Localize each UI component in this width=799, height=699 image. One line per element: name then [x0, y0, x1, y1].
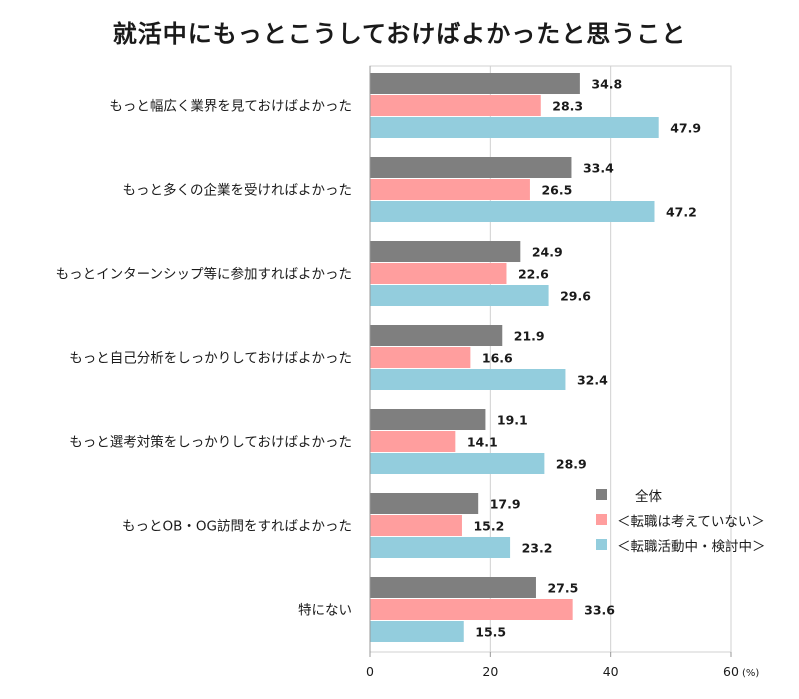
bar	[370, 493, 479, 514]
bar	[370, 157, 572, 178]
bar	[370, 95, 541, 116]
bar	[370, 201, 655, 222]
bar	[370, 241, 521, 262]
bar	[370, 263, 507, 284]
category-label: もっとインターンシップ等に参加すればよかった	[56, 266, 352, 283]
data-label: 28.9	[556, 457, 587, 472]
data-label: 33.6	[584, 603, 615, 618]
category-label: もっと多くの企業を受ければよかった	[123, 182, 353, 199]
legend-label: 全体	[635, 488, 662, 505]
labels-layer: 0 20 40 60 (%) もっと幅広く業界を見ておけばよかった 34.8 28.3 47.9…	[56, 77, 760, 680]
category-label: 特にない	[298, 603, 352, 619]
legend-label: ＜転職は考えていない＞	[617, 513, 765, 530]
x-tick-label: 40	[603, 664, 619, 679]
data-label: 15.5	[475, 625, 506, 640]
data-label: 28.3	[552, 99, 583, 114]
bar	[370, 347, 471, 368]
data-label: 14.1	[467, 435, 498, 450]
data-label: 21.9	[514, 329, 545, 344]
data-label: 16.6	[482, 351, 513, 366]
x-unit-label: (%)	[742, 668, 759, 679]
bar	[370, 117, 659, 138]
data-label: 27.5	[547, 581, 578, 596]
bar	[370, 577, 536, 598]
data-label: 17.9	[490, 497, 521, 512]
data-label: 33.4	[583, 161, 614, 176]
bar	[370, 179, 530, 200]
x-tick-label: 20	[482, 664, 498, 679]
data-label: 47.9	[670, 121, 701, 136]
bar	[370, 599, 573, 620]
bar	[370, 453, 545, 474]
legend-label: ＜転職活動中・検討中＞	[617, 538, 766, 555]
bar	[370, 515, 462, 536]
bars-layer	[370, 73, 659, 642]
data-label: 47.2	[666, 205, 697, 220]
category-label: もっと選考対策をしっかりしておけばよかった	[69, 434, 352, 451]
bar	[370, 537, 511, 558]
grid-layer	[369, 65, 732, 657]
bar	[370, 621, 464, 642]
x-tick-label: 60	[723, 664, 739, 679]
legend-swatch	[596, 514, 607, 525]
chart-title: 就活中にもっとこうしておけばよかったと思うこと	[112, 20, 687, 48]
category-label: もっと自己分析をしっかりしておけばよかった	[69, 351, 352, 367]
bar	[370, 369, 566, 390]
data-label: 23.2	[522, 541, 553, 556]
data-label: 34.8	[591, 77, 622, 92]
x-tick-label: 0	[366, 664, 374, 679]
category-label: もっとOB・OG訪問をすればよかった	[122, 519, 352, 535]
bar	[370, 409, 486, 430]
data-label: 26.5	[541, 183, 572, 198]
bar	[370, 325, 503, 346]
data-label: 24.9	[532, 245, 563, 260]
legend-swatch	[596, 539, 607, 550]
legend-item: ＜転職は考えていない＞	[596, 507, 766, 532]
data-label: 22.6	[518, 267, 549, 282]
bar	[370, 285, 549, 306]
bar	[370, 431, 456, 452]
legend-item: 全体	[596, 482, 766, 507]
data-label: 19.1	[497, 413, 528, 428]
data-label: 29.6	[560, 289, 591, 304]
legend-swatch	[596, 489, 607, 500]
data-label: 32.4	[577, 373, 608, 388]
bar	[370, 73, 580, 94]
legend: 全体 ＜転職は考えていない＞ ＜転職活動中・検討中＞	[596, 482, 766, 557]
data-label: 15.2	[473, 519, 504, 534]
legend-item: ＜転職活動中・検討中＞	[596, 532, 766, 557]
category-label: もっと幅広く業界を見ておけばよかった	[109, 99, 352, 115]
